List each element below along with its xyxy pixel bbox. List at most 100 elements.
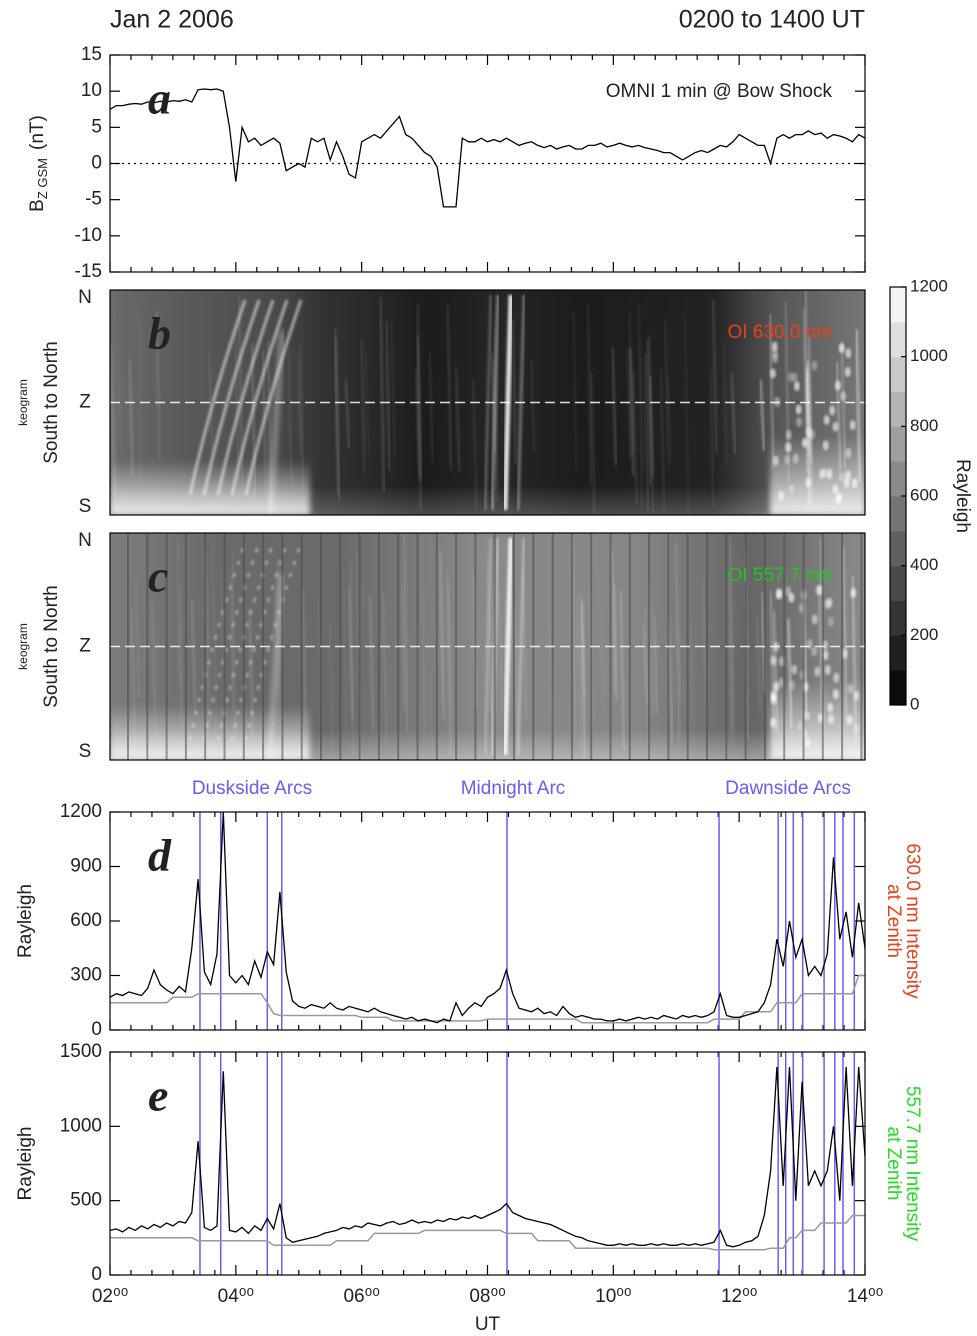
keogram-streak [447,583,453,716]
keogram-spot [811,360,818,371]
panel-letter: e [148,1070,168,1121]
keogram-spot [785,429,792,440]
keogram-streak [728,537,735,730]
keogram-title: OI 557.7 nm [727,565,832,586]
y-axis-label: Rayleigh [15,1127,36,1201]
keogram-streak [804,290,811,507]
y-tick-label: -15 [75,261,102,282]
keogram-streak [806,359,813,464]
y-tick-label: 0 [91,1019,102,1040]
keogram-streak [116,344,122,452]
keogram-spot [843,477,850,488]
keogram-streak [645,338,653,486]
keogram-spot [787,372,794,383]
keogram-spot [850,588,857,599]
y-tick-label: 1000 [60,1115,102,1136]
keogram-streak [618,590,626,750]
keogram-streak [637,305,644,508]
keogram-spot [801,437,808,448]
panel-letter: a [148,73,171,124]
keogram-streak [652,613,659,715]
keogram-streak [485,555,493,713]
keogram-streak [589,372,597,514]
colorbar-step [890,670,906,706]
keogram-spot [818,469,825,480]
y-tick-label: 0 [91,1264,102,1285]
keogram-spot [847,683,854,694]
keogram-streak [491,358,498,491]
keogram-streak [851,576,858,742]
keogram-streak [348,559,355,756]
plot-frame [109,532,866,761]
keogram-streak [237,297,244,497]
keogram-streak [176,538,182,725]
keogram-spot [805,427,812,438]
colorbar-step [890,461,906,497]
keogram-streak [130,609,137,753]
y-tick-label: -10 [75,225,102,246]
keogram-streak [786,618,794,729]
keogram-spot [784,454,791,465]
keogram-streak [296,355,303,456]
y-tick-label: N [78,287,92,308]
keogram-spot [833,672,840,683]
keogram-spot [838,343,845,354]
side-label-line: at Zenith [883,884,904,958]
keogram-spot [796,416,803,427]
keogram-arc [230,299,289,496]
keogram-streak [683,314,690,515]
keogram-spot [822,440,829,451]
keogram-spot [834,380,841,391]
keogram-streak [446,572,453,757]
keogram-spot [805,477,812,488]
keogram-streak [497,588,504,713]
y-tick-label: -5 [85,189,102,210]
keogram-streak [510,319,518,465]
y-tick-label: S [79,496,92,517]
header-date: Jan 2 2006 [110,6,234,34]
colorbar-tick-label: 600 [910,485,938,504]
colorbar-tick-label: 1200 [910,276,948,295]
keogram-streak [428,350,434,463]
keogram-spot [851,478,858,489]
keogram-streak [344,378,351,448]
plot-frame [109,54,866,273]
keogram-spot [772,455,779,466]
keogram-streak [368,596,375,732]
keogram-streak [342,568,348,747]
x-axis-label: UT [475,1314,501,1335]
keogram-streak [666,375,672,462]
data-line [110,974,865,1024]
keogram-streak [231,551,237,752]
keogram-streak [261,350,268,499]
keogram-streak [190,598,197,714]
x-tick-label: 02⁰⁰ [92,1286,128,1307]
keogram-streak [400,581,407,709]
keogram-streak [643,352,650,512]
keogram-spot [806,638,813,649]
keogram-spot [778,677,785,688]
keogram-spot [835,494,842,505]
keogram-streak [211,543,217,733]
keogram-streak [360,337,366,474]
y-tick-label: 10 [81,80,102,101]
header-range: 0200 to 1400 UT [679,6,865,34]
y-tick-label: 1200 [60,801,102,822]
keogram-spot [824,664,831,675]
keogram-spot [832,421,839,432]
region-label: Dawnside Arcs [725,778,851,799]
colorbar-step [890,635,906,671]
side-label-line: at Zenith [883,1127,904,1201]
keogram-spot [778,490,785,501]
x-tick-label: 06⁰⁰ [343,1286,379,1307]
keogram-spot [828,713,835,724]
colorbar-tick-label: 1000 [910,346,948,365]
keogram-streak [390,320,396,459]
colorbar-tick-label: 0 [910,694,919,713]
y-label-main: B [27,199,48,212]
y-axis-note: keogram [16,379,30,426]
keogram-streak [632,370,638,504]
keogram-spot [771,341,778,352]
x-tick-label: 04⁰⁰ [218,1286,254,1307]
